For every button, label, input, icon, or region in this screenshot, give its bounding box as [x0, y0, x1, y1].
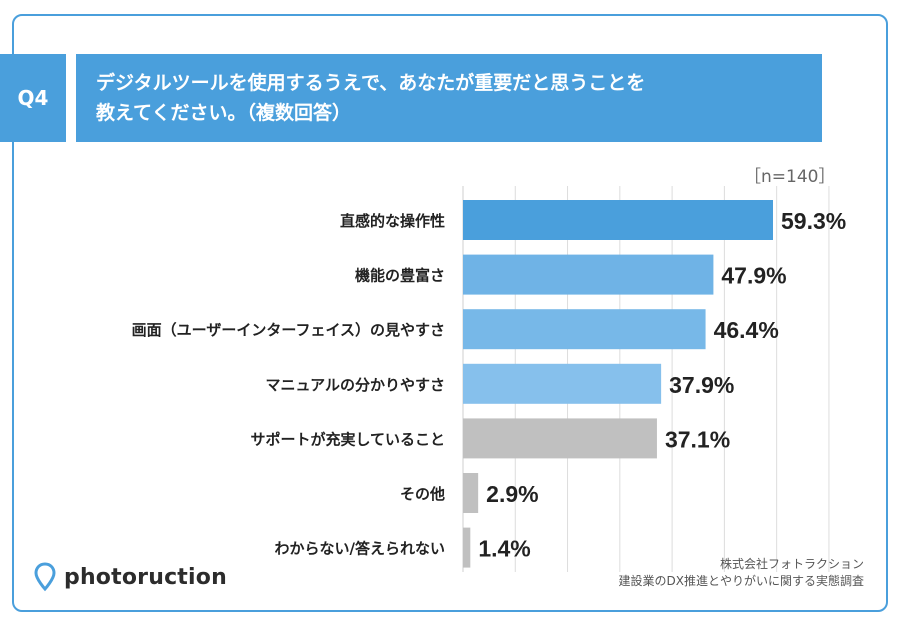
question-badge: Q4 [0, 54, 66, 142]
category-label: 画面（ユーザーインターフェイス）の見やすさ [132, 321, 445, 339]
category-label: マニュアルの分かりやすさ [265, 376, 445, 394]
category-label: わからない/答えられない [275, 540, 445, 558]
question-banner: デジタルツールを使用するうえで、あなたが重要だと思うことを 教えてください。（複… [76, 54, 822, 142]
value-label: 59.3% [781, 208, 846, 234]
source-survey: 建設業のDX推進とやりがいに関する実態調査 [618, 574, 864, 588]
source-note: 株式会社フォトラクション 建設業のDX推進とやりがいに関する実態調査 [619, 556, 864, 590]
category-label: 直感的な操作性 [340, 212, 445, 230]
source-company: 株式会社フォトラクション [719, 557, 864, 571]
question-line-1: デジタルツールを使用するうえで、あなたが重要だと思うことを [96, 72, 646, 94]
category-label: サポートが充実していること [250, 430, 445, 448]
bar [463, 309, 706, 350]
category-label: 機能の豊富さ [355, 267, 445, 285]
category-label: その他 [400, 485, 445, 503]
bar [463, 473, 479, 513]
brand-logo: photoruction [34, 562, 227, 592]
bar [463, 527, 471, 568]
card-frame [12, 14, 888, 612]
value-label: 37.1% [665, 426, 730, 452]
brand-name: photoruction [64, 564, 227, 590]
sample-size-label: ［n=140］ [744, 167, 836, 187]
bar [463, 363, 662, 404]
bar [463, 200, 773, 240]
pin-icon [34, 562, 56, 592]
value-label: 37.9% [669, 372, 734, 398]
bar [463, 418, 657, 459]
value-label: 47.9% [721, 263, 786, 289]
value-label: 2.9% [486, 481, 538, 507]
value-label: 46.4% [714, 317, 779, 343]
value-label: 1.4% [478, 536, 530, 562]
bar [463, 254, 714, 295]
question-line-2: 教えてください。（複数回答） [96, 102, 351, 124]
